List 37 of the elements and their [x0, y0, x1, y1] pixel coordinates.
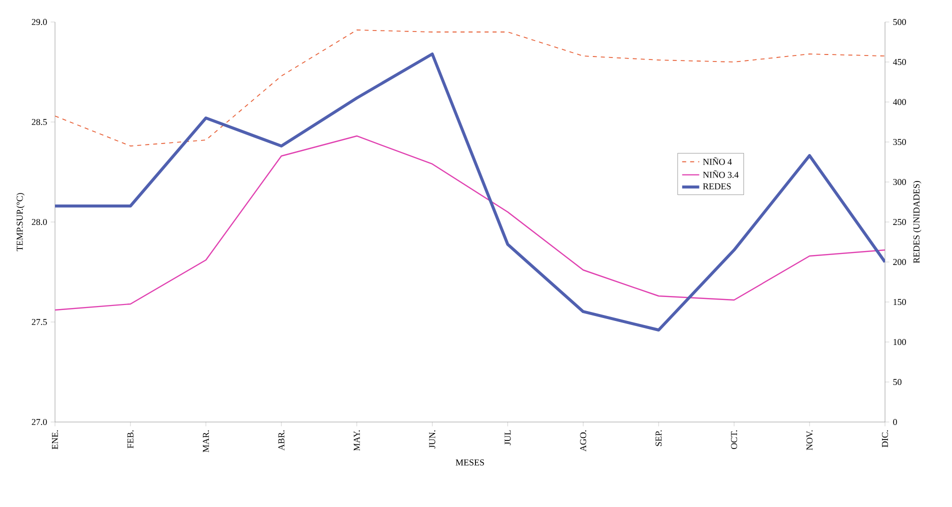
y-axis-title: TEMP.SUP.(°C) [16, 193, 25, 252]
x-tick-label: JUL [504, 430, 511, 446]
x-axis-title: MESES [456, 459, 484, 466]
x-tick-label: MAR. [202, 430, 209, 452]
x-tick-label: OCT. [731, 430, 738, 450]
y2-tick-label: 450 [892, 58, 906, 66]
y2-tick-label: 150 [894, 298, 906, 306]
x-tick-label: ENE. [52, 430, 58, 450]
y2-tick-label: 350 [893, 138, 906, 146]
line-series [55, 30, 886, 146]
x-tick-label: ABR. [278, 430, 284, 450]
y-tick-label: 28.5 [32, 118, 47, 126]
y2-tick-label: 100 [894, 338, 906, 346]
legend-label: NIÑO 4 [703, 157, 732, 165]
legend-label: REDES [703, 183, 731, 190]
y-tick-label: 27.0 [32, 418, 47, 426]
x-tick-label: MAY. [354, 430, 360, 451]
y2-tick-label: 400 [892, 98, 906, 106]
x-tick-label: NOV. [806, 430, 813, 450]
line-series [55, 52, 886, 332]
line-series [55, 135, 886, 311]
y2-tick-label: 500 [893, 18, 906, 26]
y-tick-label: 29.0 [32, 18, 47, 26]
y2-tick-label: 50 [893, 378, 902, 386]
y2-tick-label: 300 [893, 178, 906, 186]
x-tick-label: AGO. [580, 430, 586, 452]
legend-label: NIÑO 3.4 [703, 170, 739, 178]
x-tick-label: DIC. [882, 430, 888, 448]
y2-axis-title: REDES (UNIDADES) [913, 181, 922, 264]
x-tick-label: JUN. [429, 430, 436, 448]
y2-tick-label: 250 [893, 218, 906, 226]
x-tick-label: FEB. [127, 430, 134, 448]
y-tick-label: 28.0 [32, 218, 47, 226]
y-tick-label: 27.5 [32, 318, 47, 326]
y2-tick-label: 0 [893, 418, 897, 426]
x-tick-label: SEP. [656, 430, 662, 446]
y2-tick-label: 200 [893, 258, 906, 266]
